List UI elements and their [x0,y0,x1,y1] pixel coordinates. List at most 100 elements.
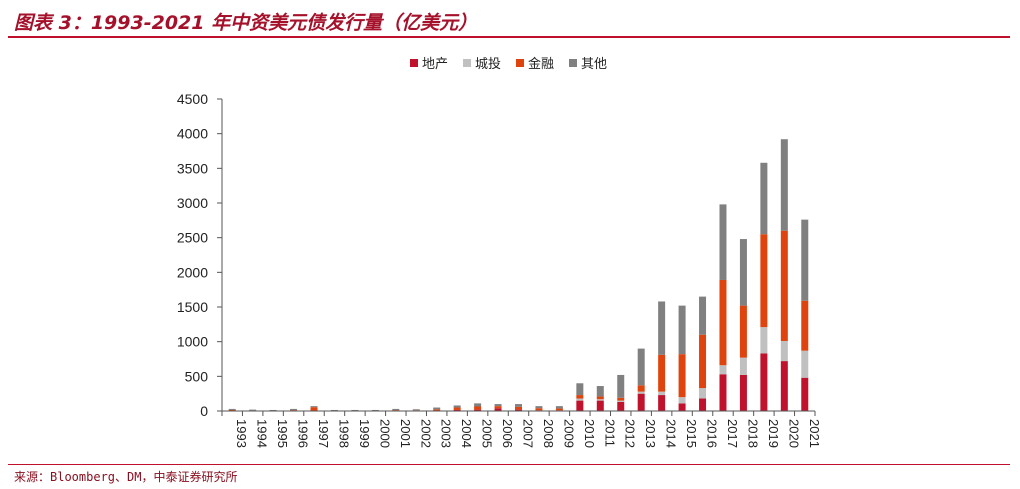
x-tick-label: 2001 [398,419,413,448]
bar-segment [351,409,359,411]
bar-segment [617,374,625,398]
x-tick-label: 2006 [500,419,515,448]
bar-segment [658,354,666,392]
y-tick-label: 3000 [177,195,208,211]
bar-segment [719,374,727,411]
x-tick-label: 2017 [725,419,740,448]
x-tick-label: 1997 [316,419,331,448]
bar-segment [801,377,809,411]
x-tick-label: 2020 [786,419,801,448]
bar-segment [412,409,420,411]
x-tick-label: 1994 [255,419,270,448]
bar-segment [228,408,236,410]
x-tick-label: 2007 [521,419,536,448]
legend-swatch [516,59,524,67]
bar-segment [699,334,707,389]
x-tick-label: 2008 [541,419,556,448]
bar-segment [637,391,645,394]
bar-segment [576,398,584,401]
x-tick-label: 2011 [602,419,617,447]
bar-segment [596,400,604,411]
x-axis: 1993 1994 1995 1996 1997 1998 1999 2000 2001 2002… [221,410,822,448]
bar-segment [596,399,604,401]
y-tick-label: 4500 [177,91,208,107]
bar-segment [658,395,666,411]
x-tick-label: 2012 [623,419,638,448]
bar-segment [310,407,318,411]
bar-segment [658,391,666,396]
bar-segment [433,407,441,410]
y-tick-label: 2000 [177,264,208,280]
bar-segment [392,410,400,411]
legend-swatch [463,59,471,67]
bar-segment [678,397,686,404]
page-title: 图表 3：1993-2021 年中资美元债发行量（亿美元） [14,12,478,34]
bar-segment [637,393,645,411]
bar-segment [330,409,338,411]
stacked-bar-chart: 地产 城投 金融 其他 0 500 1000 1500 2000 2500 3000 3500 400… [177,56,822,448]
bar-segment [596,386,604,397]
bar-segment [760,234,768,328]
bar-segment [739,239,747,306]
bar-segment [780,230,788,341]
bar-segment [637,348,645,386]
y-tick-label: 500 [185,368,209,384]
bar-segment [576,395,584,399]
x-tick-label: 1999 [357,419,372,448]
bar-segment [515,409,522,411]
bar-segment [310,406,318,408]
x-tick-label: 2003 [439,419,454,448]
bar-segment [617,400,625,402]
bar-segment [739,357,747,375]
x-tick-label: 2002 [418,419,433,448]
bar-segment [617,397,625,401]
bar-segment [617,401,625,411]
x-tick-label: 2021 [807,419,822,448]
bar-segment [699,296,707,335]
x-tick-label: 1993 [234,419,249,448]
y-tick-label: 1500 [177,299,208,315]
bar-segment [780,361,788,411]
bar-segment [290,410,298,411]
bar-segment [596,396,604,400]
bar-segment [392,408,400,411]
x-tick-label: 2004 [459,419,474,448]
legend-label: 地产 [422,57,448,72]
bar-segment [719,204,727,280]
bar-segment [801,300,809,351]
x-tick-label: 1995 [275,419,290,448]
bar-segment [678,354,686,398]
x-tick-label: 1998 [336,419,351,448]
x-tick-label: 2005 [480,419,495,448]
bar-segment [658,301,666,355]
bar-segment [678,403,686,411]
bar-segment [494,406,502,409]
legend-label: 城投 [475,56,501,72]
bar-segment [678,305,686,355]
bar-segment [760,162,768,235]
x-tick-label: 2009 [561,419,576,448]
bar-segment [453,409,461,411]
legend-swatch [569,59,577,67]
source-note: 来源：Bloomberg、DM，中泰证券研究所 [14,470,238,484]
bar-segment [453,405,461,408]
bar-segment [474,403,482,407]
y-tick-label: 3500 [177,160,208,176]
bar-segment [474,409,482,411]
bar-segment [637,385,645,392]
x-tick-label: 2013 [643,419,658,448]
bar-segment [576,400,584,411]
bar-segment [515,404,522,407]
footer-divider [8,464,1010,465]
bar-segment [780,340,788,362]
x-tick-label: 2016 [705,419,720,448]
bar-segment [699,388,707,399]
y-tick-label: 4000 [177,126,208,142]
legend-label: 金融 [528,56,554,72]
bar-segment [371,409,379,411]
bar-segment [780,139,788,231]
bar-segment [760,353,768,411]
y-tick-label: 0 [200,403,208,419]
bar-segment [433,409,441,411]
y-tick-label: 1000 [177,334,208,350]
